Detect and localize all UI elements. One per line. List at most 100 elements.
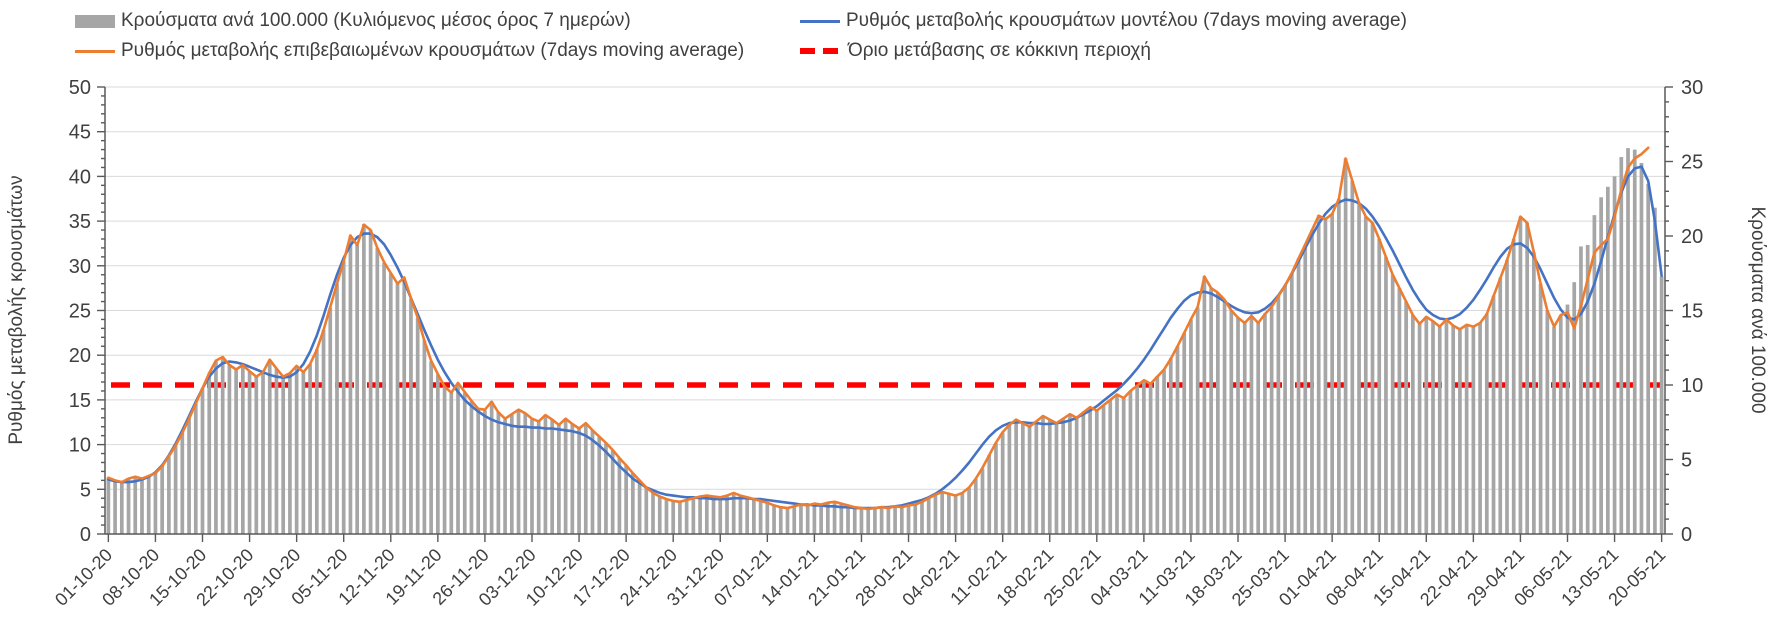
bar <box>778 507 783 534</box>
left-axis-title: Ρυθμός μεταβολής κρουσμάτων <box>6 175 27 444</box>
bar <box>1135 385 1140 534</box>
bar <box>738 495 743 534</box>
legend-item-cases-bars: Κρούσματα ανά 100.000 (Κυλιόμενος μέσος … <box>75 10 631 32</box>
bar <box>435 374 440 534</box>
bar <box>1458 329 1462 534</box>
bar <box>1242 322 1247 534</box>
bar <box>146 475 151 534</box>
bar <box>1027 426 1032 534</box>
bar <box>805 505 810 534</box>
bar <box>1532 252 1536 534</box>
bar <box>106 477 111 534</box>
bar <box>1410 314 1415 534</box>
bar <box>731 492 736 534</box>
bar <box>133 475 138 534</box>
left-tick-label: 15 <box>69 390 91 412</box>
bar <box>140 478 144 534</box>
bar <box>1384 256 1388 534</box>
bar <box>240 365 245 534</box>
bar <box>1215 292 1220 534</box>
bar <box>180 432 185 534</box>
bar <box>1289 273 1294 534</box>
gridlines <box>105 86 1665 490</box>
bar <box>167 456 171 534</box>
bar <box>1619 157 1624 534</box>
bar <box>792 505 797 534</box>
left-tick-label: 5 <box>80 479 91 501</box>
bar <box>926 498 931 534</box>
bar <box>207 373 212 534</box>
right-axis-title: Κρούσματα ανά 100.000 <box>1747 206 1768 413</box>
bar <box>1357 203 1361 534</box>
bar <box>1034 420 1039 534</box>
bar <box>173 444 178 534</box>
bar <box>536 420 541 534</box>
blue-line-swatch-icon <box>800 19 840 23</box>
bar <box>1390 274 1395 534</box>
bar <box>1209 288 1213 534</box>
bar <box>1659 276 1664 534</box>
bar <box>456 383 460 534</box>
bar <box>839 504 844 534</box>
left-tick-label: 50 <box>69 77 91 99</box>
bar <box>1155 376 1160 534</box>
bar <box>1182 332 1187 534</box>
bar <box>846 505 850 534</box>
bar <box>1525 222 1530 534</box>
right-tick-label: 20 <box>1681 226 1703 248</box>
bar <box>1431 320 1435 534</box>
bar <box>368 230 373 535</box>
bar <box>1363 216 1368 534</box>
bar <box>920 501 924 534</box>
legend-label-model-line: Ρυθμός μεταβολής κρουσμάτων μοντέλου (7d… <box>846 10 1407 31</box>
bar <box>671 501 676 534</box>
bar <box>1632 149 1637 534</box>
bar <box>1229 310 1234 534</box>
orange-line-swatch-icon <box>75 49 115 53</box>
bar <box>395 283 400 534</box>
bar <box>684 499 689 534</box>
bar <box>1074 417 1079 534</box>
bar <box>1599 197 1603 534</box>
bar <box>220 356 225 534</box>
bar <box>160 465 165 534</box>
bar <box>1323 219 1328 535</box>
bar <box>597 437 602 534</box>
bar <box>308 364 312 534</box>
bar <box>234 370 238 534</box>
bar <box>832 501 837 534</box>
legend-item-model-line: Ρυθμός μεταβολής κρουσμάτων μοντέλου (7d… <box>800 10 1407 32</box>
bar <box>1310 230 1314 535</box>
bar <box>852 507 857 534</box>
bar <box>1108 399 1113 534</box>
bar <box>1639 162 1644 535</box>
bar <box>678 501 682 534</box>
bar <box>691 498 696 534</box>
bar <box>1303 244 1308 534</box>
bar <box>227 364 232 534</box>
bar <box>382 262 386 534</box>
legend-item-red-threshold: Όριο μετάβασης σε κόκκινη περιοχή <box>800 40 1151 62</box>
tick-labels: 0510152025303540455005101520253001-10-20… <box>51 77 1703 610</box>
right-tick-label: 30 <box>1681 77 1703 99</box>
bar <box>960 492 965 534</box>
bar <box>994 443 998 534</box>
bar <box>321 329 326 534</box>
bar <box>415 317 420 534</box>
bar <box>442 386 447 534</box>
bar <box>1061 419 1066 534</box>
bar <box>859 508 864 534</box>
right-tick-label: 5 <box>1681 450 1692 472</box>
bar <box>1579 246 1583 534</box>
bar <box>1094 410 1099 534</box>
bar <box>1538 283 1543 534</box>
bar <box>362 224 366 534</box>
bar <box>1444 319 1449 534</box>
bar <box>1330 213 1335 534</box>
right-tick-label: 10 <box>1681 375 1703 397</box>
bar <box>1222 300 1227 534</box>
legend-label-cases-bars: Κρούσματα ανά 100.000 (Κυλιόμενος μέσος … <box>121 10 631 31</box>
rate-line <box>107 165 1663 510</box>
bar <box>1397 288 1402 534</box>
